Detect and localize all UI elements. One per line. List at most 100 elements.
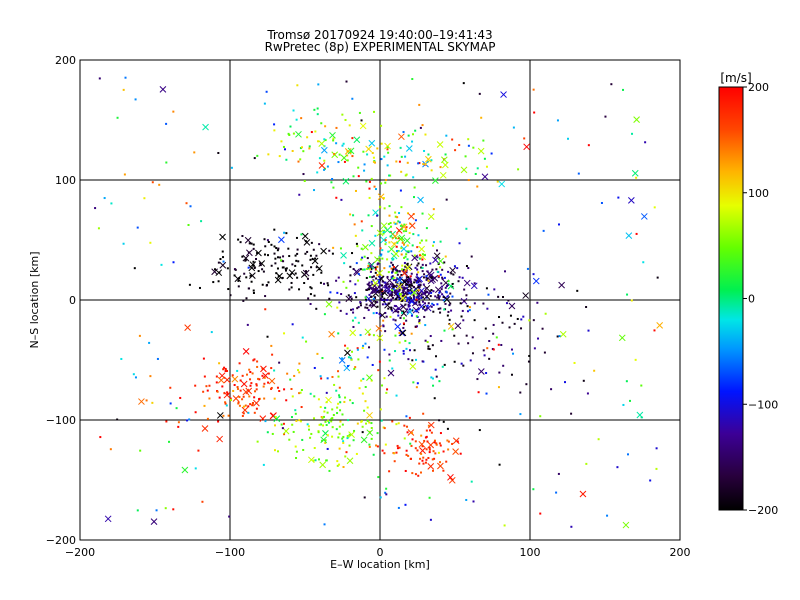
scatter-dot <box>402 349 405 352</box>
scatter-cross-stroke <box>211 268 218 276</box>
scatter-dot <box>252 289 255 292</box>
scatter-dot <box>391 271 394 274</box>
scatter-dot <box>437 451 440 454</box>
scatter-dot <box>298 362 301 365</box>
scatter-dot <box>432 377 435 380</box>
scatter-dot <box>123 173 126 176</box>
scatter-dot <box>265 90 268 93</box>
scatter-dot <box>387 291 390 294</box>
colorbar-tick-label: 100 <box>748 187 769 200</box>
scatter-dot <box>359 301 362 304</box>
scatter-dot <box>227 288 230 291</box>
scatter-dot <box>402 322 405 325</box>
scatter-cross <box>407 429 415 436</box>
colorbar-unit-label: [m/s] <box>720 71 751 85</box>
scatter-dot <box>206 389 209 392</box>
scatter-dot <box>523 137 526 140</box>
scatter-cross-stroke <box>366 283 373 291</box>
scatter-dot <box>333 383 336 386</box>
scatter-dot <box>321 417 324 420</box>
scatter-dot <box>402 352 405 355</box>
scatter-cross-stroke <box>508 302 516 310</box>
scatter-dot <box>342 441 345 444</box>
scatter-dot <box>417 289 420 292</box>
scatter-dot <box>391 367 394 370</box>
scatter-dot <box>298 419 301 422</box>
scatter-dot <box>495 336 498 339</box>
scatter-dot <box>445 285 448 288</box>
scatter-dot <box>277 275 280 278</box>
scatter-cross-stroke <box>365 145 373 153</box>
scatter-dot <box>555 491 558 494</box>
scatter-dot <box>365 288 368 291</box>
scatter-dot <box>400 238 403 241</box>
scatter-dot <box>374 296 377 299</box>
scatter-dot <box>278 155 281 158</box>
scatter-dot <box>435 375 438 378</box>
scatter-dot <box>411 438 414 441</box>
scatter-cross-stroke <box>425 155 432 163</box>
scatter-dot <box>165 161 168 164</box>
scatter-dot <box>217 261 220 264</box>
scatter-dot <box>299 420 302 423</box>
scatter-dot <box>472 500 475 503</box>
scatter-dot <box>384 290 387 293</box>
scatter-dot <box>426 290 429 293</box>
scatter-dot <box>367 264 370 267</box>
scatter-cross <box>295 130 302 138</box>
scatter-dot <box>332 246 335 249</box>
y-tick-label: 0 <box>69 294 76 307</box>
scatter-dot <box>326 377 329 380</box>
scatter-dot <box>103 197 106 200</box>
scatter-dot <box>364 306 367 309</box>
scatter-cross <box>396 283 403 290</box>
scatter-dot <box>418 285 421 288</box>
scatter-cross-stroke <box>217 376 225 384</box>
scatter-cross-stroke <box>366 374 373 381</box>
scatter-dot <box>138 334 141 337</box>
scatter-dot <box>342 440 345 443</box>
scatter-cross-stroke <box>315 265 323 272</box>
scatter-dot <box>342 142 345 145</box>
scatter-cross <box>427 441 435 449</box>
scatter-dot <box>406 308 409 311</box>
scatter-dot <box>395 394 398 397</box>
scatter-dot <box>399 224 402 227</box>
scatter-dot <box>300 389 303 392</box>
scatter-cross-stroke <box>301 232 309 240</box>
scatter-dot <box>326 447 329 450</box>
scatter-cross <box>633 116 640 123</box>
scatter-dot <box>430 376 433 379</box>
scatter-dot <box>301 336 304 339</box>
scatter-dot <box>274 424 277 427</box>
scatter-cross <box>470 282 478 290</box>
scatter-dot <box>461 309 464 312</box>
scatter-dot <box>404 155 407 158</box>
scatter-dot <box>409 275 412 278</box>
scatter-cross-stroke <box>223 376 231 384</box>
scatter-cross <box>328 330 335 338</box>
scatter-dot <box>446 314 449 317</box>
scatter-dot <box>447 448 450 451</box>
scatter-cross <box>366 411 373 419</box>
scatter-dot <box>427 279 430 282</box>
scatter-dot <box>476 185 479 188</box>
scatter-dot <box>382 319 385 322</box>
scatter-dot <box>372 312 375 315</box>
scatter-dot <box>246 323 249 326</box>
scatter-dot <box>396 241 399 244</box>
scatter-cross-stroke <box>253 399 260 407</box>
scatter-dot <box>392 279 395 282</box>
scatter-dot <box>304 240 307 243</box>
scatter-dot <box>411 140 414 143</box>
scatter-dot <box>476 167 479 170</box>
scatter-dot <box>295 259 298 262</box>
scatter-dot <box>249 378 252 381</box>
scatter-dot <box>357 166 360 169</box>
scatter-dot <box>376 432 379 435</box>
scatter-dot <box>223 392 226 395</box>
scatter-cross-stroke <box>398 329 406 337</box>
scatter-dot <box>421 124 424 127</box>
scatter-dot <box>262 270 265 273</box>
scatter-dot <box>421 263 424 266</box>
